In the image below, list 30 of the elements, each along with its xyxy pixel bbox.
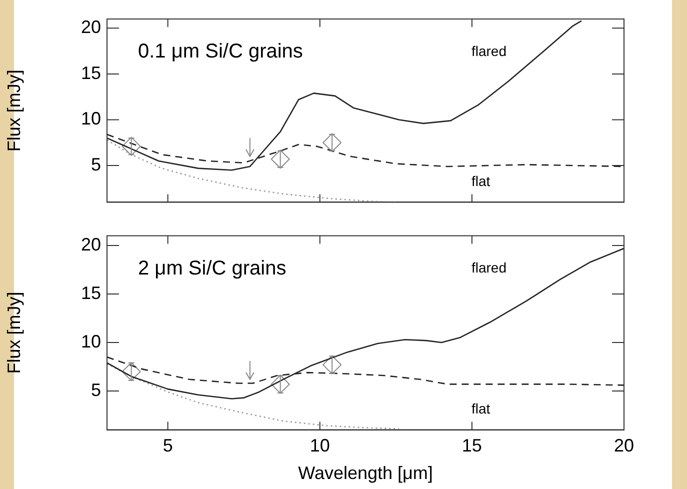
point [122,362,141,382]
point [245,148,254,157]
line-series [107,363,400,430]
point [122,136,141,156]
x-axis-title: Wavelength [μm] [298,463,433,484]
y-tick-label: 10 [80,331,101,352]
y-tick-label: 15 [80,62,101,83]
text: 2 μm Si/C grains [138,257,286,280]
point [322,133,342,152]
annotation: flared [471,42,507,59]
x-tick-label: 10 [310,436,330,456]
y-axis-title: Flux [mJy] [4,292,24,374]
y-tick-label: 5 [90,154,101,175]
y-tick-label: 20 [80,17,101,38]
annotation: flat [471,173,490,190]
y-tick-label: 15 [80,282,101,303]
point [322,355,342,374]
x-tick-label: 5 [162,436,173,456]
annotation: flared [471,260,507,276]
y-tick-label: 10 [80,108,101,129]
x-tick-label: 20 [614,436,634,456]
y-axis-title: Flux [mJy] [4,70,24,152]
y-tick-label: 20 [80,234,101,254]
y-tick-label: 5 [90,380,101,400]
point [270,374,290,394]
point [245,372,254,380]
text: 0.1 μm Si/C grains [138,40,303,63]
x-tick-label: 15 [462,436,482,456]
annotation: flat [471,400,490,417]
point [270,150,290,169]
